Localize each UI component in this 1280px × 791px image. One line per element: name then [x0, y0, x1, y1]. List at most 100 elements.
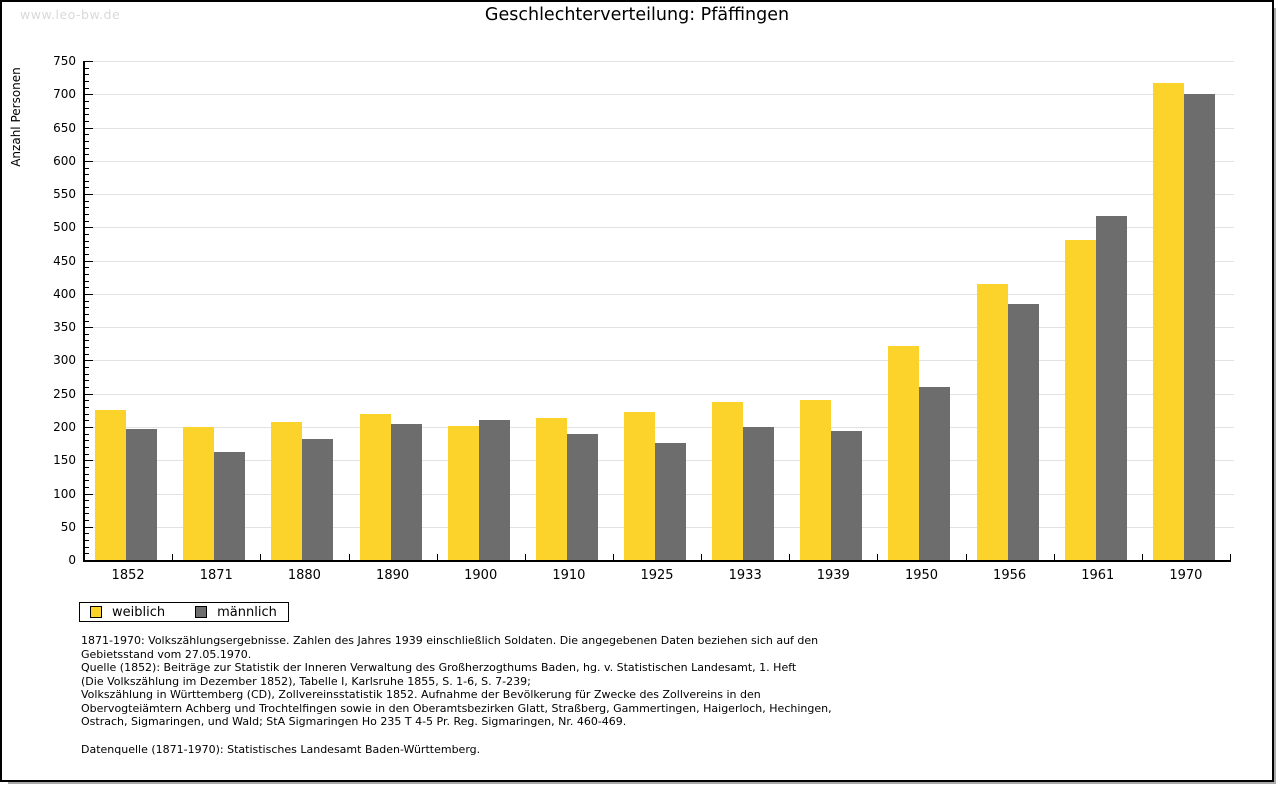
- y-axis-tick: [85, 253, 89, 255]
- y-axis-tick: [85, 127, 93, 129]
- x-tick-label: 1933: [728, 568, 762, 583]
- y-tick-label: 550: [53, 187, 76, 202]
- y-axis-tick: [85, 506, 89, 508]
- x-axis-tick: [260, 554, 262, 560]
- y-axis-tick: [85, 234, 89, 235]
- y-axis-tick: [85, 61, 93, 62]
- y-axis-tick: [85, 140, 89, 142]
- bar-weiblich-1890: [359, 414, 391, 560]
- bar-weiblich-1852: [95, 410, 126, 560]
- y-axis-tick: [85, 167, 89, 169]
- y-axis-tick: [85, 533, 89, 535]
- x-axis-tick: [436, 554, 438, 560]
- y-axis-tick: [85, 433, 89, 435]
- y-axis-tick: [85, 407, 89, 408]
- bar-weiblich-1925: [623, 411, 655, 560]
- bar-chart: Anzahl Personen 1852 1871 1880 1890 1900 1910…: [2, 2, 1272, 602]
- y-axis-tick: [85, 74, 89, 76]
- x-tick-label: 1890: [376, 568, 410, 583]
- x-axis-tick: [789, 554, 791, 560]
- y-tick-label: 650: [53, 120, 76, 135]
- grid-line: [84, 160, 1234, 162]
- y-axis-tick: [85, 360, 93, 362]
- y-axis-tick: [85, 426, 93, 428]
- bar-männlich-1925: [654, 442, 686, 560]
- y-axis-tick: [85, 367, 89, 369]
- x-tick-label: 1939: [816, 568, 850, 583]
- y-axis-tick: [85, 473, 89, 475]
- watermark: www.leo-bw.de: [20, 7, 121, 22]
- y-axis-tick: [85, 460, 93, 462]
- footer-note-line: Volkszählung in Württemberg (CD), Zollve…: [81, 688, 761, 701]
- y-axis-tick: [85, 260, 93, 262]
- footer-note-line: Obervogteiämtern Achberg und Trochtelfin…: [81, 701, 832, 715]
- y-tick-label: 0: [68, 553, 76, 567]
- grid-line: [84, 94, 1234, 96]
- grid-line: [84, 393, 1234, 395]
- y-axis-tick: [85, 553, 89, 555]
- x-axis-tick: [701, 554, 703, 560]
- bar-weiblich-1900: [447, 425, 479, 560]
- bar-weiblich-1950: [888, 346, 920, 560]
- y-axis-tick: [85, 380, 89, 382]
- footer-note-line: (Die Volkszählung im Dezember 1852), Tab…: [81, 674, 531, 688]
- grid-line: [84, 227, 1234, 229]
- y-axis-tick: [85, 440, 89, 442]
- y-axis-tick: [85, 247, 89, 249]
- grid-line: [84, 194, 1234, 196]
- y-tick-label: 250: [53, 386, 76, 401]
- bar-männlich-1910: [566, 434, 598, 560]
- footer-note-line: 1871-1970: Volkszählungsergebnisse. Zahl…: [81, 634, 819, 647]
- x-axis-tick: [524, 554, 526, 560]
- y-tick-label: 300: [53, 353, 76, 368]
- y-axis-tick: [85, 134, 89, 136]
- x-tick-label: 1910: [552, 568, 586, 583]
- x-axis-tick: [612, 554, 614, 560]
- y-axis-tick: [85, 174, 89, 176]
- y-axis-tick: [85, 333, 89, 335]
- bar-männlich-1956: [1007, 303, 1039, 560]
- y-axis-tick: [85, 400, 89, 402]
- y-axis-tick: [85, 493, 93, 495]
- y-tick-label: 50: [60, 519, 76, 534]
- grid-line: [84, 260, 1234, 262]
- legend: weiblich männlich: [79, 602, 289, 622]
- y-axis-tick: [85, 267, 89, 269]
- footer-note-line: Gebietsstand vom 27.05.1970.: [81, 647, 252, 661]
- x-axis-tick: [348, 554, 350, 560]
- y-axis-tick: [85, 180, 89, 182]
- y-axis-tick: [85, 327, 93, 329]
- y-axis-tick: [85, 313, 89, 315]
- y-axis-tick: [85, 200, 89, 202]
- x-tick-label: 1880: [287, 568, 321, 583]
- y-axis-tick: [85, 227, 93, 229]
- y-axis-tick: [85, 340, 89, 342]
- x-axis-tick: [172, 554, 174, 560]
- y-tick-label: 150: [53, 453, 76, 468]
- legend-swatch-maennlich-icon: [195, 606, 208, 618]
- y-axis-tick: [85, 540, 89, 541]
- y-axis-tick: [85, 546, 89, 548]
- y-axis-tick: [85, 107, 89, 109]
- y-axis-tick: [85, 220, 89, 222]
- bar-männlich-1961: [1095, 216, 1127, 560]
- bar-männlich-1950: [919, 387, 951, 560]
- bar-weiblich-1880: [271, 422, 303, 560]
- y-tick-label: 100: [53, 486, 76, 501]
- y-tick-label: 350: [53, 320, 76, 335]
- bar-weiblich-1961: [1064, 240, 1096, 560]
- x-axis-tick: [1053, 554, 1055, 560]
- y-tick-label: 500: [53, 220, 76, 235]
- y-tick-label: 700: [53, 87, 76, 102]
- y-tick-label: 200: [53, 419, 76, 434]
- x-axis-tick: [1230, 554, 1231, 560]
- y-axis-tick: [85, 420, 89, 422]
- y-axis-tick: [85, 347, 89, 349]
- bar-männlich-1939: [831, 430, 863, 560]
- bar-weiblich-1933: [712, 402, 744, 560]
- grid-line: [84, 293, 1234, 295]
- footer-notes: 1871-1970: Volkszählungsergebnisse. Zahl…: [81, 634, 1201, 756]
- y-axis-tick: [85, 526, 93, 528]
- y-axis-tick: [85, 500, 89, 502]
